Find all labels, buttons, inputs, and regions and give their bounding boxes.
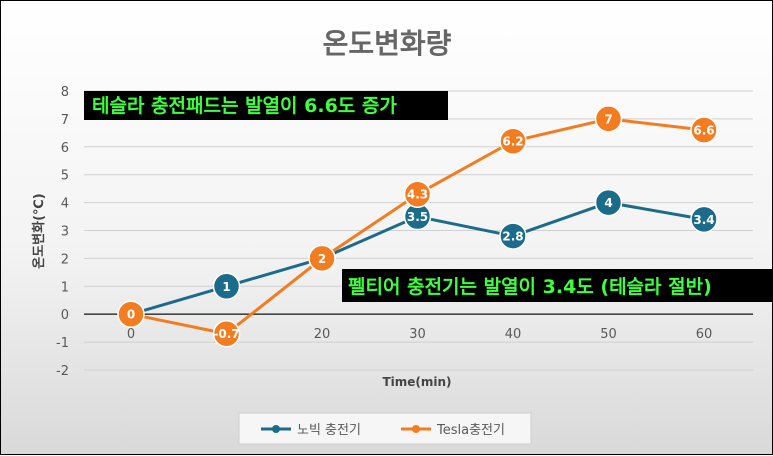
data-label: -0.7 bbox=[213, 327, 239, 341]
legend-marker-2 bbox=[412, 425, 420, 433]
annotation-1-background bbox=[84, 91, 448, 120]
y-tick-label: -2 bbox=[56, 364, 69, 379]
data-point-marker bbox=[690, 116, 718, 144]
x-axis-label: Time(min) bbox=[382, 375, 451, 389]
y-tick-label: 3 bbox=[61, 225, 69, 240]
data-point-marker bbox=[308, 244, 336, 273]
data-label: 6.2 bbox=[502, 135, 523, 149]
x-tick-label: 40 bbox=[505, 327, 522, 342]
data-point-marker bbox=[690, 205, 718, 234]
data-label: 3.4 bbox=[693, 213, 714, 227]
data-label: 1 bbox=[222, 280, 230, 294]
y-tick-label: 5 bbox=[61, 169, 69, 184]
y-tick-label: -1 bbox=[56, 336, 69, 351]
x-tick-label: 0 bbox=[127, 327, 135, 342]
data-label: 2.8 bbox=[502, 230, 523, 244]
data-point-marker bbox=[499, 127, 527, 155]
legend: 노빅 충전기 Tesla충전기 bbox=[238, 412, 532, 445]
data-point-marker bbox=[212, 272, 241, 301]
chart-title: 온도변화량 bbox=[323, 27, 452, 60]
data-label: 6.6 bbox=[693, 124, 714, 138]
data-point-marker bbox=[594, 188, 623, 217]
data-point-marker bbox=[499, 222, 527, 250]
x-tick-label: 20 bbox=[314, 327, 331, 342]
y-tick-label: 6 bbox=[61, 141, 69, 156]
x-tick-label: 30 bbox=[409, 327, 426, 342]
data-label: 7 bbox=[604, 112, 612, 126]
data-label: 4.3 bbox=[407, 188, 428, 202]
legend-label-1: 노빅 충전기 bbox=[297, 423, 361, 438]
y-tick-label: 8 bbox=[61, 85, 69, 100]
x-tick-label: 50 bbox=[600, 327, 617, 342]
legend-marker-1 bbox=[272, 425, 280, 433]
y-tick-label: 4 bbox=[61, 197, 69, 212]
x-tick-label: 60 bbox=[696, 327, 713, 342]
data-label: 0 bbox=[127, 308, 135, 322]
series-markers: 1 3.5 2.8 4 3.4 0 -0.7 2 4.3 6.2 7 6.6 bbox=[117, 105, 718, 348]
data-label: 3.5 bbox=[407, 210, 428, 224]
legend-label-2: Tesla충전기 bbox=[436, 423, 505, 438]
y-tick-label: 2 bbox=[61, 252, 69, 267]
annotation-2: 펠티어 충전기는 발열이 3.4도 (테슬라 절반) bbox=[348, 276, 712, 298]
annotation-1: 테슬라 충전패드는 발열이 6.6도 증가 bbox=[92, 95, 397, 117]
data-label: 4 bbox=[604, 196, 612, 210]
data-point-marker bbox=[212, 319, 241, 348]
y-tick-label: 7 bbox=[61, 113, 69, 128]
annotations: 테슬라 충전패드는 발열이 6.6도 증가 펠티어 충전기는 발열이 3.4도 … bbox=[84, 91, 773, 302]
data-point-marker bbox=[117, 300, 145, 328]
series-layer: 1 3.5 2.8 4 3.4 0 -0.7 2 4.3 6.2 7 6.6 bbox=[117, 105, 718, 348]
data-point-marker bbox=[594, 105, 623, 133]
y-tick-label: 1 bbox=[61, 280, 69, 295]
y-axis-label: 온도변화(℃) bbox=[31, 193, 47, 268]
axis-ticks: -2-10123456780102030405060 bbox=[56, 85, 712, 379]
y-tick-label: 0 bbox=[61, 308, 69, 323]
data-point-marker bbox=[403, 180, 432, 208]
annotation-2-background bbox=[342, 269, 773, 302]
data-label: 2 bbox=[318, 252, 326, 266]
